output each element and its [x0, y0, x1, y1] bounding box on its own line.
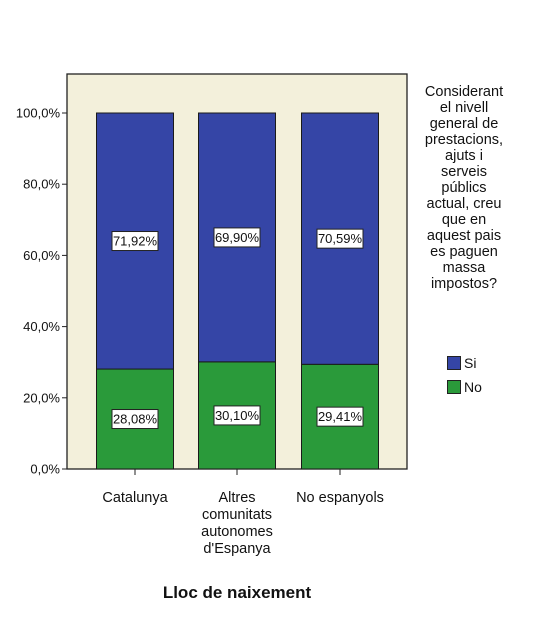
x-tick-label: autonomes: [201, 524, 273, 540]
legend-title-line: aquest pais: [426, 228, 502, 244]
data-label: 70,59%: [318, 231, 363, 246]
data-label: 29,41%: [318, 409, 363, 424]
x-tick-label: Altres: [218, 490, 255, 506]
legend-label-no: No: [464, 379, 482, 395]
y-tick-label: 40,0%: [23, 319, 60, 334]
x-tick-label: No espanyols: [296, 490, 384, 506]
legend-title-line: massa: [442, 260, 486, 276]
data-label-box: [213, 405, 261, 426]
legend-title-line: públics: [441, 180, 487, 196]
data-label-box: [213, 227, 261, 248]
data-label: 71,92%: [113, 234, 158, 249]
legend-swatch-no: [447, 380, 461, 394]
data-label-box: [316, 406, 364, 427]
legend-title-line: prestacions,: [424, 132, 504, 148]
legend-title-line: Considerant: [424, 84, 504, 100]
data-label-box: [316, 228, 364, 249]
legend-title-line: ajuts i: [445, 148, 483, 164]
x-axis-title: Lloc de naixement: [163, 583, 312, 602]
x-tick-label: d'Espanya: [203, 541, 271, 557]
legend-label-si: Si: [464, 355, 477, 371]
legend-swatch-si: [447, 356, 461, 370]
x-tick-label: comunitats: [202, 507, 272, 523]
y-tick-label: 100,0%: [16, 106, 61, 121]
data-label-box: [111, 409, 159, 430]
legend-title-line: que en: [441, 212, 487, 228]
data-label: 30,10%: [215, 408, 260, 423]
legend-title-line: serveis: [441, 164, 487, 180]
x-tick-label: Catalunya: [102, 490, 168, 506]
legend-title-line: actual, creu: [426, 196, 502, 212]
legend-title-line: es paguen: [430, 244, 498, 260]
data-label: 69,90%: [215, 230, 260, 245]
legend-title-line: general de: [429, 116, 499, 132]
y-tick-label: 60,0%: [23, 248, 60, 263]
data-label-box: [111, 231, 159, 252]
y-tick-label: 20,0%: [23, 390, 60, 405]
y-tick-label: 80,0%: [23, 177, 60, 192]
y-tick-label: 0,0%: [30, 462, 60, 477]
legend-title: Considerant el nivell general de prestac…: [418, 84, 510, 292]
data-label: 28,08%: [113, 412, 158, 427]
legend-title-line: el nivell: [439, 100, 489, 116]
legend-title-line: impostos?: [430, 276, 498, 292]
